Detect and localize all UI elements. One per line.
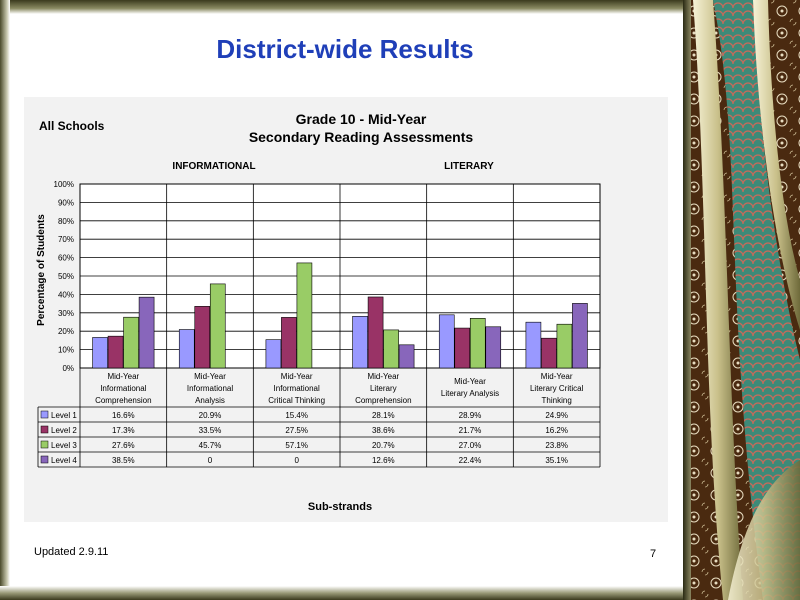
bar-level-4: [572, 303, 588, 369]
data-table-cell: 57.1%: [285, 441, 308, 450]
bar-level-2: [194, 306, 211, 369]
category-label: Mid-Year: [107, 372, 139, 381]
data-table-cell: 15.4%: [285, 411, 308, 420]
data-table-cell: 28.1%: [372, 411, 395, 420]
data-table-cell: 28.9%: [459, 411, 482, 420]
category-label: Mid-Year: [281, 372, 313, 381]
chart-panel: All Schools Grade 10 - Mid-Year Secondar…: [24, 97, 668, 522]
slide-title: District-wide Results: [216, 34, 474, 64]
legend-entry: Level 1: [51, 411, 77, 420]
slide-frame-top: [0, 0, 690, 14]
data-table-cell: 22.4%: [459, 456, 482, 465]
y-tick-label: 80%: [58, 217, 74, 226]
data-table-cell: 27.5%: [285, 426, 308, 435]
y-tick-label: 20%: [58, 327, 74, 336]
y-tick-label: 60%: [58, 254, 74, 263]
bar-level-2: [281, 317, 297, 369]
bar-level-3: [469, 318, 486, 369]
bar-level-1: [352, 315, 368, 369]
y-tick-label: 90%: [58, 198, 74, 207]
y-tick-label: 10%: [58, 346, 74, 355]
group-label-literary: LITERARY: [444, 161, 494, 172]
category-label: Comprehension: [95, 396, 151, 405]
category-label: Literary Critical: [530, 384, 584, 393]
chart-corner-label: All Schools: [39, 119, 105, 133]
bar-level-2: [541, 337, 557, 369]
page-number: 7: [650, 548, 657, 560]
data-table-cell: 12.6%: [372, 456, 395, 465]
y-tick-label: 70%: [58, 235, 74, 244]
bar-level-3: [556, 323, 573, 369]
data-table-cell: 17.3%: [112, 426, 135, 435]
y-tick-label: 50%: [58, 272, 74, 281]
category-label: Informational: [100, 384, 146, 393]
data-table-cell: 23.8%: [545, 441, 568, 450]
category-label: Analysis: [195, 396, 225, 405]
bar-chart: All Schools Grade 10 - Mid-Year Secondar…: [36, 111, 601, 513]
data-table-cell: 35.1%: [545, 456, 568, 465]
data-table-cell: 0: [294, 456, 299, 465]
legend-key: [40, 425, 49, 434]
slide-frame-bottom: [0, 586, 690, 600]
data-table-cell: 16.6%: [112, 411, 135, 420]
data-table-cell: 38.5%: [112, 456, 135, 465]
bar-level-4: [138, 296, 155, 369]
chart-subtitle: Secondary Reading Assessments: [249, 129, 474, 145]
bar-level-2: [107, 335, 124, 369]
bar-level-1: [92, 337, 108, 369]
y-tick-label: 0%: [62, 364, 74, 373]
legend-key: [40, 455, 49, 464]
x-axis-label: Sub-strands: [308, 501, 372, 513]
bar-level-1: [265, 339, 282, 369]
category-label: Critical Thinking: [268, 396, 325, 405]
y-tick-label: 100%: [54, 180, 74, 189]
data-table-cell: 16.2%: [545, 426, 568, 435]
y-tick-label: 30%: [58, 309, 74, 318]
y-tick-label: 40%: [58, 290, 74, 299]
group-label-informational: INFORMATIONAL: [172, 161, 255, 172]
data-table-cell: 45.7%: [199, 441, 222, 450]
data-table-cell: 33.5%: [199, 426, 222, 435]
footer-updated-date: Updated 2.9.11: [34, 546, 109, 558]
bar-level-4: [485, 326, 502, 369]
category-label: Thinking: [542, 396, 572, 405]
category-label: Comprehension: [355, 396, 411, 405]
bar-level-3: [383, 329, 399, 369]
data-table-cell: 24.9%: [545, 411, 568, 420]
bar-level-2: [367, 296, 384, 369]
category-label: Mid-Year: [454, 377, 486, 386]
decorative-border-image: [683, 0, 800, 600]
category-label: Informational: [274, 384, 320, 393]
bar-level-1: [438, 314, 455, 369]
chart-title: Grade 10 - Mid-Year: [296, 111, 427, 127]
legend-entry: Level 2: [51, 426, 77, 435]
bar-level-2: [454, 327, 471, 369]
data-table-cell: 38.6%: [372, 426, 395, 435]
category-label: Mid-Year: [367, 372, 399, 381]
bar-level-1: [178, 329, 195, 369]
slide-frame-left: [0, 0, 10, 600]
category-label: Mid-Year: [194, 372, 226, 381]
data-table-cell: 21.7%: [459, 426, 482, 435]
data-table-cell: 27.0%: [459, 441, 482, 450]
legend-key: [40, 410, 49, 419]
category-label: Literary Analysis: [441, 389, 499, 398]
category-label: Mid-Year: [541, 372, 573, 381]
data-table-cell: 27.6%: [112, 441, 135, 450]
data-table-cell: 20.9%: [199, 411, 222, 420]
bar-level-1: [525, 321, 542, 369]
bar-level-3: [209, 283, 226, 369]
category-label: Informational: [187, 384, 233, 393]
y-axis-label: Percentage of Students: [36, 214, 47, 326]
bar-level-3: [296, 262, 313, 369]
data-table-cell: 0: [208, 456, 213, 465]
legend-entry: Level 3: [51, 441, 77, 450]
legend-key: [40, 440, 49, 449]
bar-level-4: [398, 344, 415, 369]
legend-entry: Level 4: [51, 456, 77, 465]
data-table-cell: 20.7%: [372, 441, 395, 450]
bar-level-3: [123, 316, 139, 369]
category-label: Literary: [370, 384, 397, 393]
